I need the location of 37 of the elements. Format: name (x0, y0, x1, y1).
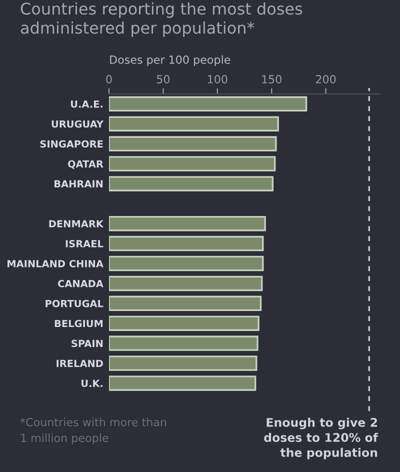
x-tick-label: 0 (106, 75, 112, 84)
y-tick-label: DENMARK (49, 220, 104, 228)
x-axis-title: Doses per 100 people (110, 55, 230, 66)
bar (109, 96, 308, 112)
bar (109, 356, 258, 371)
y-tick-label: BELGIUM (54, 320, 103, 328)
y-tick-label: SPAIN (72, 340, 103, 348)
y-tick-label: U.A.E. (71, 100, 102, 108)
text: *Countries with more than 1 million people (20, 418, 166, 444)
y-tick-label: U.K. (82, 380, 102, 388)
bar (109, 316, 260, 331)
bar (109, 296, 262, 312)
y-tick-label: URUGUAY (52, 120, 104, 128)
ref-line-label: Enough to give 2 doses to 120% of the population (264, 418, 378, 460)
bar (109, 276, 263, 292)
chart-title: Countries reporting the most doses administered per population* (20, 2, 302, 37)
y-tick-label: CANADA (58, 280, 104, 288)
bar (109, 116, 279, 132)
x-tick-label: 150 (262, 75, 282, 84)
bar (109, 176, 274, 192)
bar (109, 216, 266, 232)
bar (109, 376, 256, 391)
bar (109, 156, 276, 172)
y-tick-label: PORTUGAL (46, 300, 104, 308)
y-tick-label: QATAR (68, 160, 104, 169)
y-tick-label: MAINLAND CHINA (8, 260, 104, 268)
x-tick-label: 50 (156, 75, 170, 84)
y-tick-label: BAHRAIN (54, 180, 103, 188)
x-tick-label: 200 (316, 75, 336, 84)
bar (109, 236, 264, 252)
bar (109, 336, 258, 351)
bar (109, 256, 264, 272)
y-tick-label: ISRAEL (66, 240, 104, 248)
x-tick-label: 100 (208, 75, 228, 84)
bar (109, 136, 277, 152)
y-tick-label: IRELAND (56, 360, 103, 367)
y-tick-label: SINGAPORE (40, 140, 103, 148)
